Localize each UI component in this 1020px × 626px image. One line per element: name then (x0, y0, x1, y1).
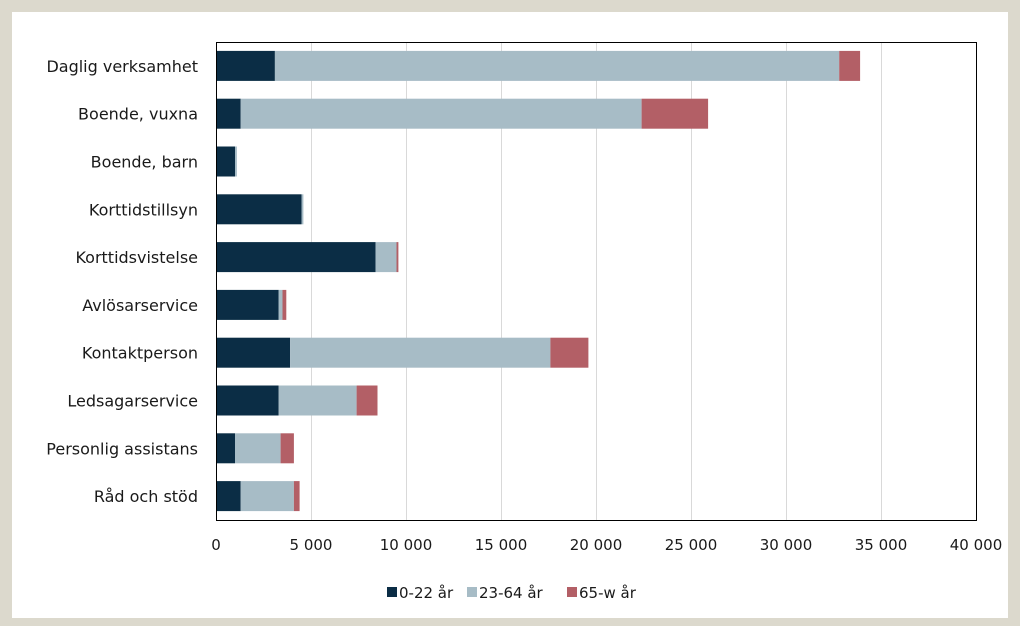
bar-segment (216, 242, 376, 273)
bar-segment (216, 385, 279, 416)
x-tick-label: 5 000 (290, 536, 333, 554)
plot-area-border (216, 42, 977, 521)
bar-segment (216, 289, 279, 320)
legend: 0-22 år 23-64 år 65-w år (387, 584, 637, 602)
x-tick-label: 40 000 (950, 536, 1003, 554)
bar-segment (301, 194, 304, 225)
bar-segment (240, 481, 294, 512)
bar-segment (216, 146, 235, 177)
bar-segment (396, 242, 399, 273)
bar-segment (216, 337, 291, 368)
chart-panel: Daglig verksamhet Boende, vuxna Boende, ba… (12, 12, 1008, 618)
legend-label: 65-w år (579, 584, 637, 602)
bar-segment (293, 481, 300, 512)
bar-segment (235, 433, 281, 464)
bar-segment (282, 289, 287, 320)
bar-segment (356, 385, 378, 416)
bar-segment (216, 50, 275, 81)
legend-label: 23-64 år (479, 584, 544, 602)
x-tick-label: 25 000 (665, 536, 718, 554)
x-tick-label: 35 000 (855, 536, 908, 554)
x-axis-tick-labels: 0 5 000 10 000 15 000 20 000 25 000 30 000 35 0… (211, 536, 1002, 554)
x-tick-label: 0 (211, 536, 221, 554)
category-label: Personlig assistans (46, 439, 198, 458)
bar-segment (550, 337, 589, 368)
bar-segment (216, 433, 235, 464)
legend-label: 0-22 år (399, 584, 454, 602)
category-label: Råd och stöd (94, 487, 198, 506)
legend-swatch (467, 587, 477, 597)
x-tick-label: 15 000 (475, 536, 528, 554)
bar-segment (216, 481, 241, 512)
bar-segment (235, 146, 237, 177)
bar-segment (375, 242, 397, 273)
bar-segment (278, 385, 357, 416)
x-tick-label: 20 000 (570, 536, 623, 554)
category-label: Korttidstillsyn (89, 200, 198, 219)
bar-segment (216, 194, 302, 225)
bar-segment (290, 337, 551, 368)
category-label: Kontaktperson (82, 344, 198, 363)
bar-segment (274, 50, 840, 81)
x-tick-label: 10 000 (380, 536, 433, 554)
bar-segment (240, 98, 642, 129)
bar-segment (280, 433, 294, 464)
legend-swatch (387, 587, 397, 597)
x-tick-label: 30 000 (760, 536, 813, 554)
legend-swatch (567, 587, 577, 597)
bar-segment (216, 98, 241, 129)
category-label: Boende, barn (91, 153, 198, 172)
category-label: Daglig verksamhet (46, 57, 198, 76)
category-label: Avlösarservice (82, 296, 198, 315)
category-label: Korttidsvistelse (75, 248, 198, 267)
bars (216, 50, 861, 512)
bar-segment (641, 98, 709, 129)
stacked-bar-chart: Daglig verksamhet Boende, vuxna Boende, ba… (46, 42, 1002, 602)
category-label: Ledsagarservice (67, 392, 198, 411)
bar-segment (839, 50, 861, 81)
bar-segment (278, 289, 283, 320)
category-labels: Daglig verksamhet Boende, vuxna Boende, ba… (46, 57, 198, 506)
category-label: Boende, vuxna (78, 105, 198, 124)
